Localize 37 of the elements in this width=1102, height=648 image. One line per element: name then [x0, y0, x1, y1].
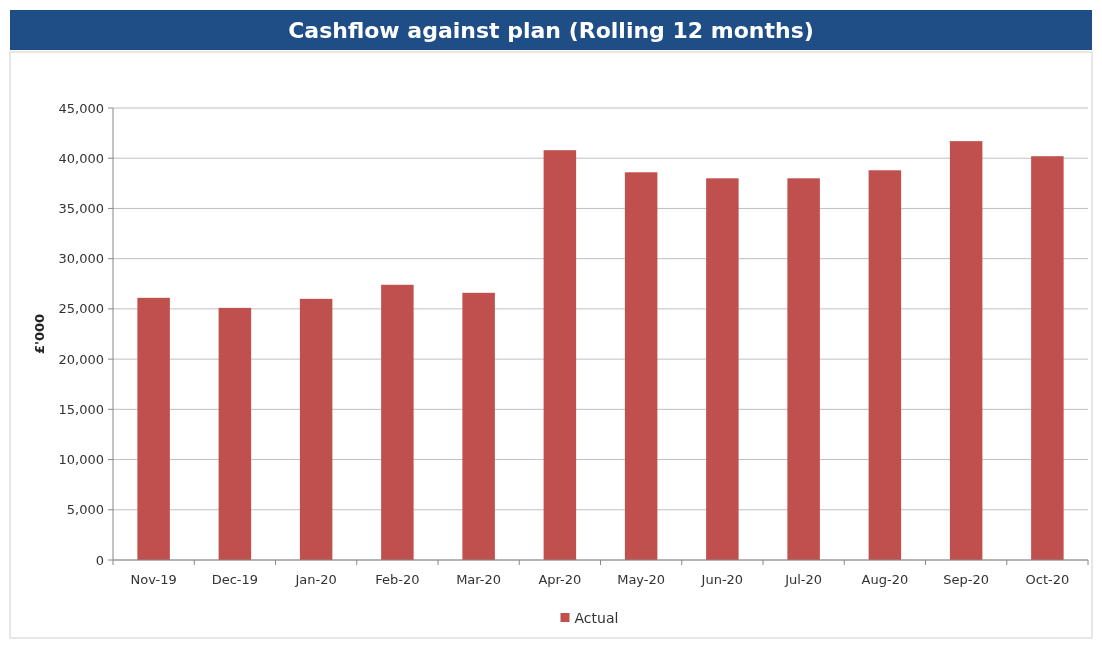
- bar: [1031, 156, 1064, 560]
- x-tick-label: Nov-19: [130, 572, 177, 587]
- y-tick-label: 20,000: [58, 351, 104, 367]
- bar: [787, 178, 820, 560]
- y-tick-label: 5,000: [66, 502, 104, 518]
- y-tick-label: 40,000: [58, 150, 104, 166]
- bar: [137, 297, 170, 560]
- x-tick-label: Apr-20: [538, 572, 582, 587]
- x-tick-label: Feb-20: [375, 572, 420, 587]
- y-tick-label: 0: [95, 552, 104, 568]
- x-tick-label: Jun-20: [700, 572, 744, 587]
- y-tick-label: 45,000: [58, 100, 104, 116]
- bar: [624, 172, 658, 560]
- x-tick-label: Dec-19: [211, 572, 259, 587]
- x-tick-label: Aug-20: [861, 572, 909, 587]
- x-tick-label: Sep-20: [943, 572, 989, 587]
- x-tick-label: Mar-20: [456, 572, 502, 587]
- x-tick-label: Jul-20: [784, 572, 823, 587]
- x-tick-label: Oct-20: [1025, 572, 1070, 587]
- y-tick-label: 25,000: [58, 301, 104, 317]
- x-tick-label: May-20: [617, 572, 666, 587]
- x-tick-label: Jan-20: [294, 572, 337, 587]
- bar: [949, 141, 983, 560]
- bar: [218, 307, 252, 560]
- y-tick-label: 35,000: [58, 200, 104, 216]
- legend-label: Actual: [574, 609, 619, 626]
- bar: [462, 292, 495, 560]
- bar: [543, 150, 577, 560]
- y-tick-label: 15,000: [58, 401, 104, 417]
- y-tick-label: 10,000: [58, 452, 104, 468]
- bar: [868, 170, 902, 560]
- y-axis-title: £'000: [32, 313, 47, 355]
- y-tick-label: 30,000: [58, 251, 104, 267]
- bar: [381, 284, 414, 560]
- chart-title: Cashflow against plan (Rolling 12 months): [288, 18, 814, 43]
- bar: [706, 178, 739, 560]
- bar: [299, 298, 333, 560]
